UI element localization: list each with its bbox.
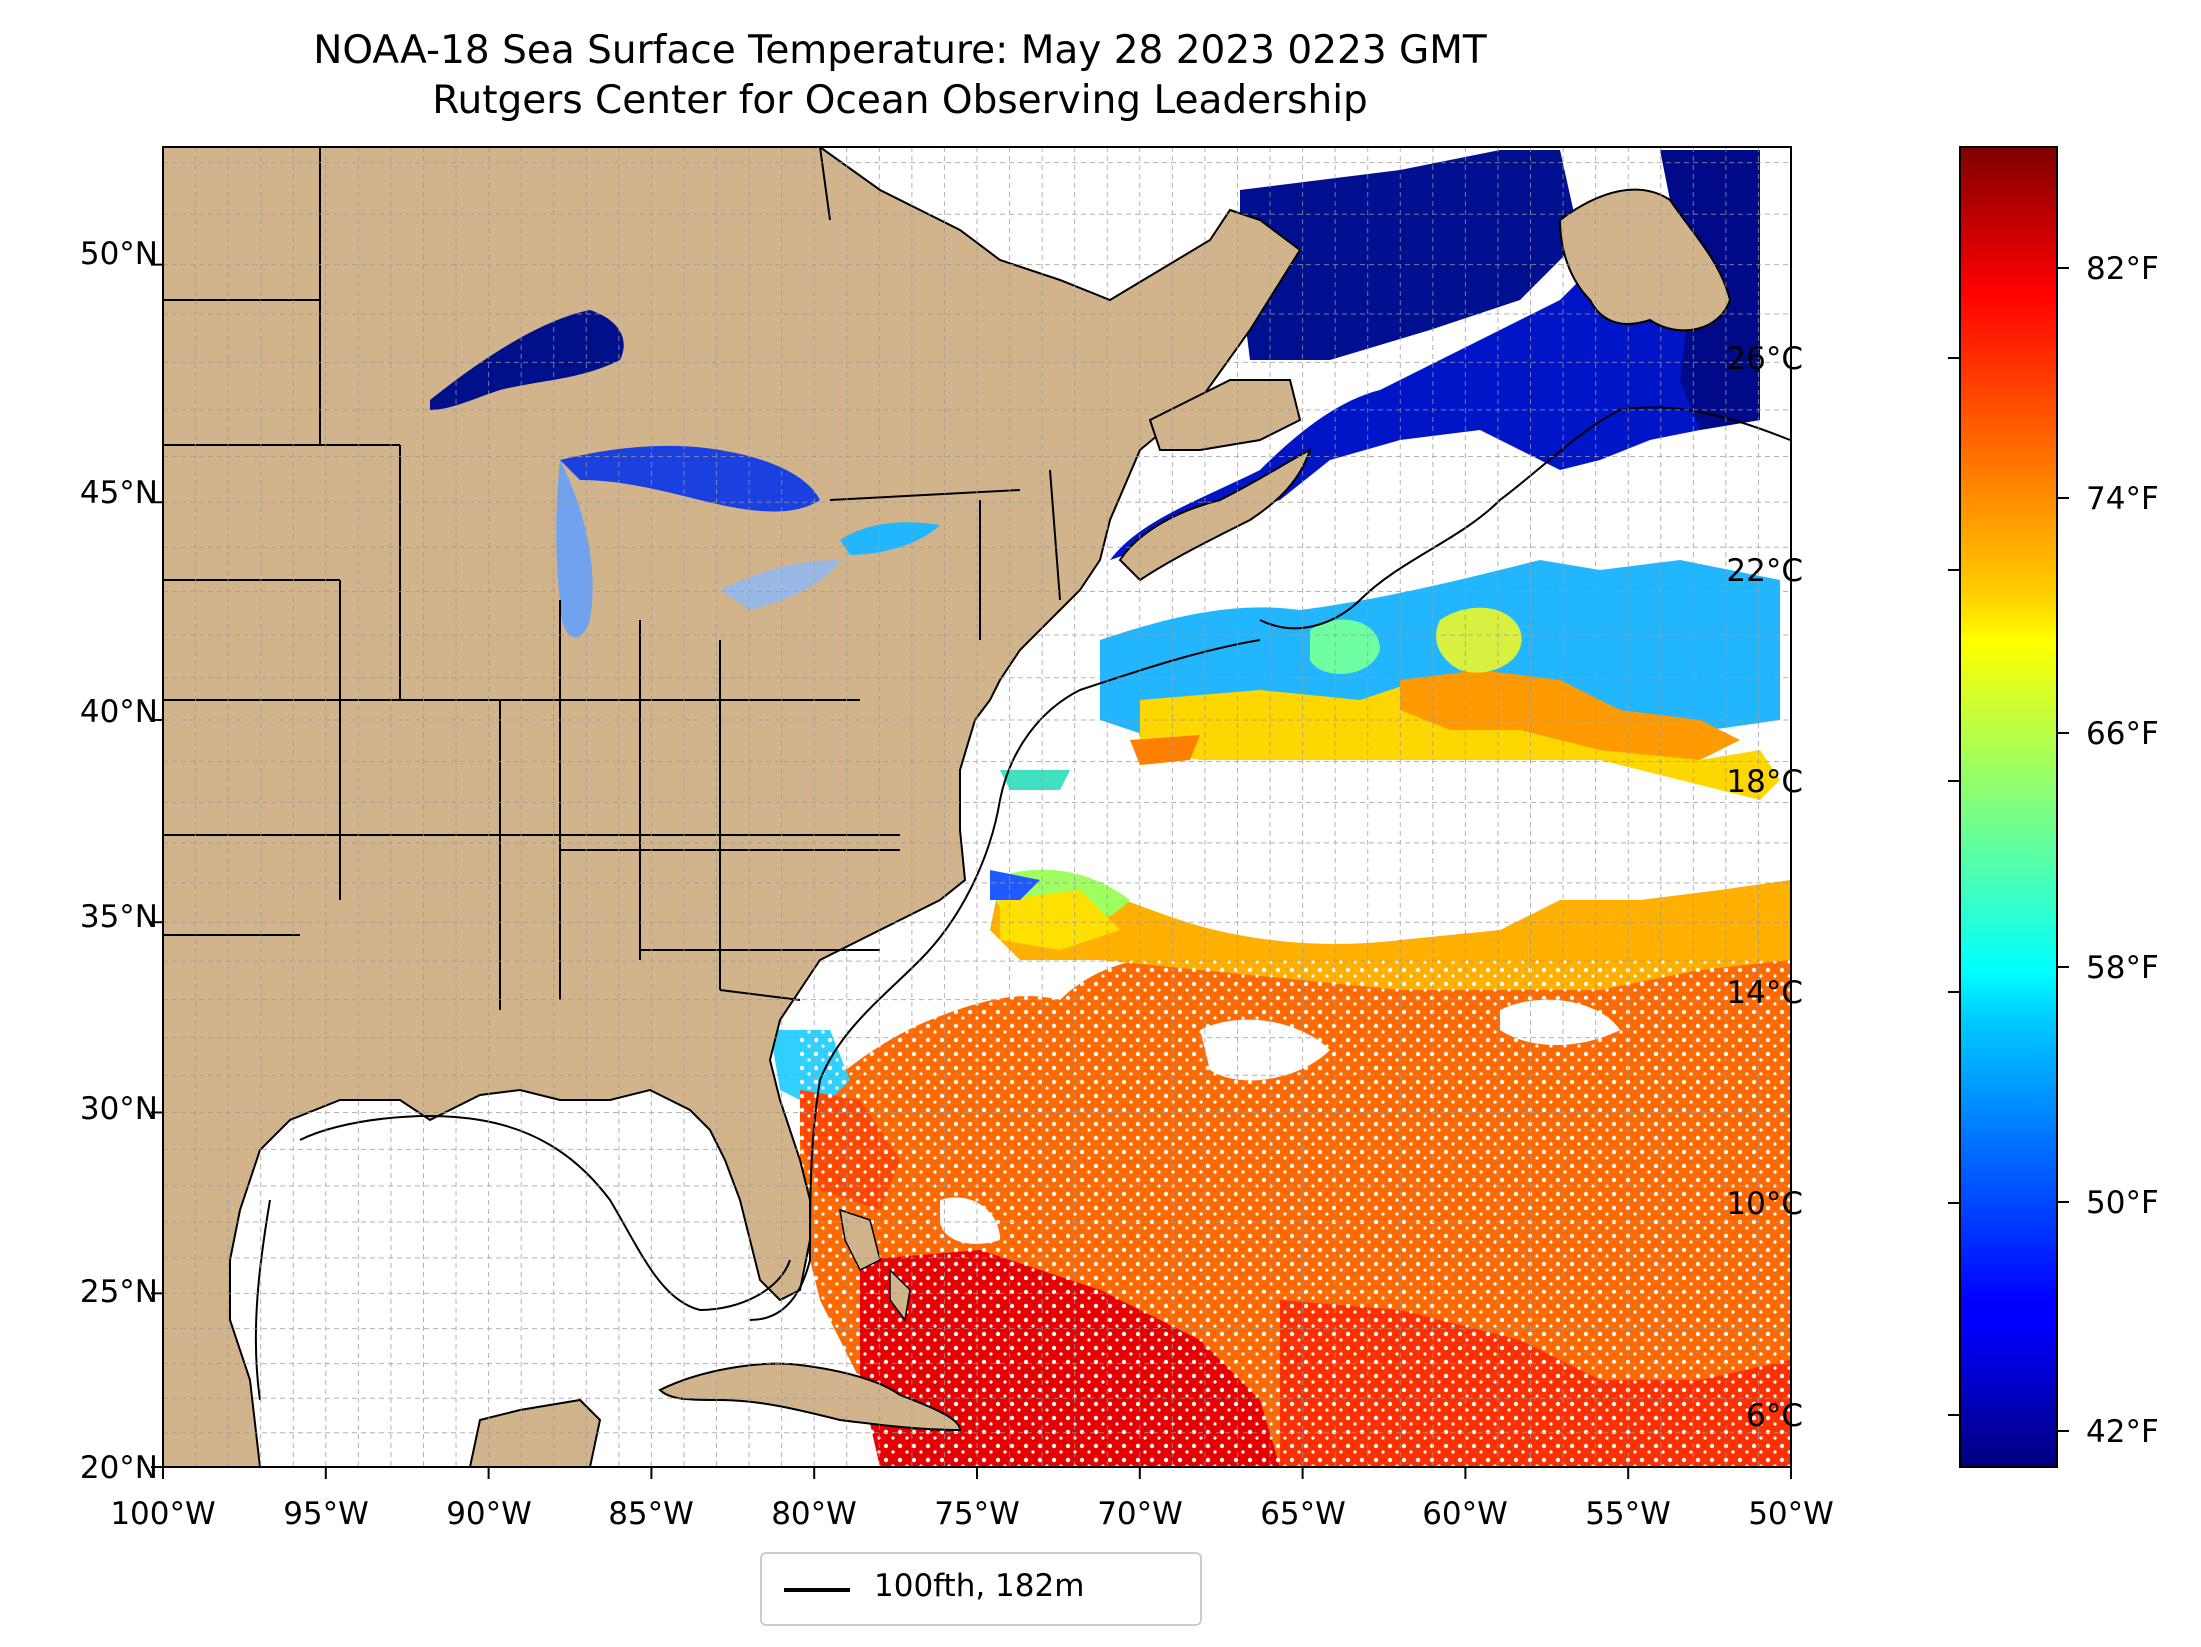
title-line-1: NOAA-18 Sea Surface Temperature: May 28 … (313, 28, 1487, 73)
colorbar-celsius-label: 14°C (1726, 975, 1803, 1011)
lat-label: 45°N (79, 475, 158, 511)
lake-superior (430, 310, 624, 410)
great-lakes (430, 310, 940, 638)
colorbar-celsius-label: 10°C (1726, 1186, 1803, 1222)
lon-label: 50°W (1748, 1496, 1834, 1532)
title-line-2: Rutgers Center for Ocean Observing Leade… (432, 78, 1368, 123)
lat-label: 40°N (79, 694, 158, 730)
colorbar-celsius-label: 26°C (1726, 341, 1803, 377)
yucatan-land (468, 1398, 602, 1467)
lake-huron (560, 445, 820, 512)
lat-label: 25°N (79, 1274, 158, 1310)
lon-label: 65°W (1260, 1496, 1346, 1532)
colorbar-ticks (1948, 267, 2069, 1432)
lon-label: 75°W (934, 1496, 1020, 1532)
lon-label: 80°W (771, 1496, 857, 1532)
lon-label: 90°W (446, 1496, 532, 1532)
gridlines (163, 147, 1791, 1467)
lake-michigan (556, 460, 593, 638)
colorbar-fahrenheit-label: 74°F (2086, 481, 2159, 517)
legend-label: 100fth, 182m (874, 1568, 1085, 1604)
colorbar-celsius-label: 22°C (1726, 553, 1803, 589)
chart-title: NOAA-18 Sea Surface Temperature: May 28 … (0, 26, 1800, 126)
lat-label: 35°N (79, 899, 158, 935)
sst-field (770, 150, 1790, 1467)
gulf-contour (299, 1115, 791, 1312)
lon-label: 55°W (1585, 1496, 1671, 1532)
lon-label: 70°W (1097, 1496, 1183, 1532)
colorbar-fahrenheit-label: 58°F (2086, 950, 2159, 986)
north-america-land (163, 147, 1302, 1467)
colorbar-celsius-label: 6°C (1746, 1398, 1803, 1434)
colorbar-celsius-label: 18°C (1726, 764, 1803, 800)
land (163, 147, 1732, 1467)
lake-erie (720, 560, 840, 610)
colorbar-fahrenheit-label: 42°F (2086, 1414, 2159, 1450)
lon-label: 85°W (608, 1496, 694, 1532)
gulf-stream-edge (1140, 680, 1780, 800)
map-area (163, 147, 1791, 1467)
lon-label: 95°W (283, 1496, 369, 1532)
legend: 100fth, 182m (760, 1552, 1202, 1626)
lon-label: 100°W (110, 1496, 216, 1532)
lat-label: 30°N (79, 1091, 158, 1127)
newfoundland-land (1558, 188, 1732, 332)
colorbar (1959, 146, 2058, 1468)
legend-line-swatch (784, 1588, 850, 1592)
colorbar-fahrenheit-label: 66°F (2086, 716, 2159, 752)
lat-label: 20°N (79, 1450, 158, 1486)
axis-ticks (151, 263, 1792, 1479)
lon-label: 60°W (1422, 1496, 1508, 1532)
colorbar-fahrenheit-label: 50°F (2086, 1185, 2159, 1221)
state-boundaries (163, 147, 1061, 1010)
contour-100fth (749, 639, 1261, 1321)
colorbar-fahrenheit-label: 82°F (2086, 251, 2159, 287)
lat-label: 50°N (79, 236, 158, 272)
